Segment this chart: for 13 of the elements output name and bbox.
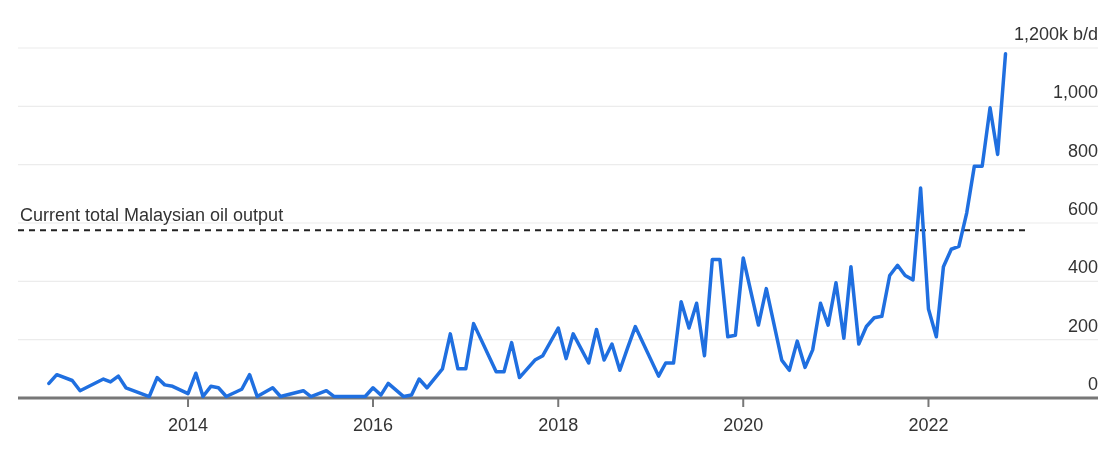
- y-tick-label: 0: [1087, 374, 1098, 394]
- x-tick-label: 2020: [723, 415, 764, 435]
- y-tick-label: 1,000: [1052, 82, 1098, 103]
- y-tick-label: 1,200k b/d: [1013, 24, 1098, 44]
- y-tick-label: 600: [1067, 199, 1098, 219]
- x-tick-label: 2022: [908, 415, 949, 435]
- x-tick-label: 2016: [352, 415, 394, 435]
- x-tick-label: 2014: [168, 415, 209, 435]
- x-tick-label: 2018: [538, 415, 579, 435]
- y-tick-label: 400: [1067, 257, 1098, 278]
- y-tick-label: 800: [1067, 140, 1098, 161]
- ref-line-label: Current total Malaysian oil output: [20, 205, 284, 226]
- y-tick-label: 200: [1067, 315, 1098, 336]
